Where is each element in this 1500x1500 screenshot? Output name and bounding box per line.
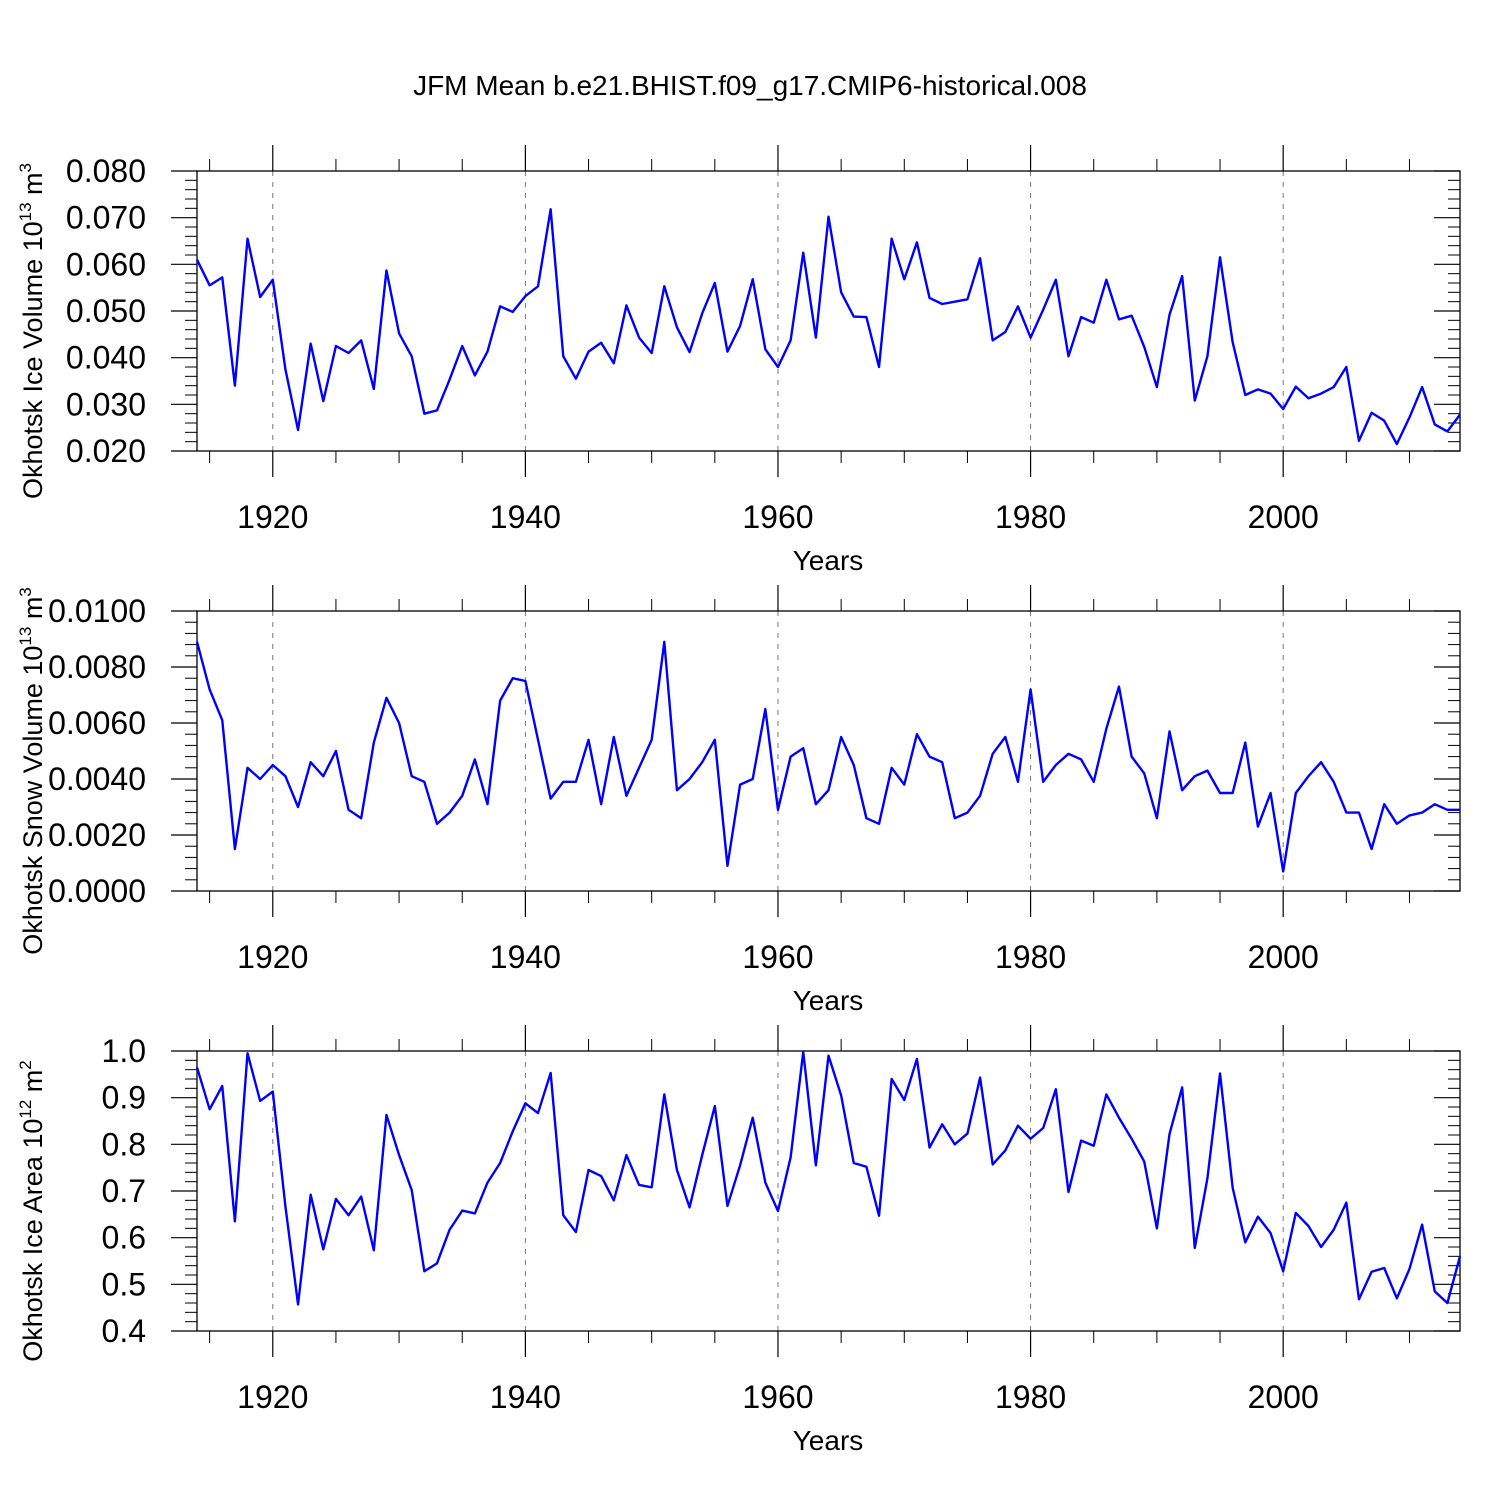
figure-title: JFM Mean b.e21.BHIST.f09_g17.CMIP6-histo… — [413, 70, 1087, 101]
y-axis-label: Okhotsk Ice Volume 1013 m3 — [16, 163, 48, 499]
y-tick-label: 0.070 — [66, 200, 146, 236]
y-tick-label: 0.020 — [66, 433, 146, 469]
chart-panel-2: 1920 1940 1960 1980 2000 Years 0.0000 0.0020 0.0… — [16, 585, 1461, 1016]
x-tick-label: 1960 — [742, 939, 813, 975]
x-tick-label: 2000 — [1248, 1379, 1319, 1415]
x-tick-label: 1940 — [490, 1379, 561, 1415]
x-axis-label: Years — [793, 1425, 864, 1456]
y-tick-label: 0.0080 — [48, 649, 146, 685]
y-axis-label: Okhotsk Ice Area 1012 m2 — [16, 1060, 48, 1362]
x-tick-label: 1980 — [995, 499, 1066, 535]
plot-frame — [196, 170, 1461, 452]
x-tick-label: 1920 — [237, 499, 308, 535]
y-tick-label: 0.6 — [102, 1220, 146, 1256]
y-tick-label: 0.5 — [102, 1266, 146, 1302]
chart-panel-1: 1920 1940 1960 1980 2000 Years 0.020 0.030 0.040… — [16, 145, 1461, 576]
x-tick-label: 2000 — [1248, 499, 1319, 535]
y-tick-label: 0.4 — [102, 1313, 146, 1349]
y-tick-label: 0.8 — [102, 1126, 146, 1162]
series-line — [195, 208, 1461, 446]
y-tick-label: 0.060 — [66, 246, 146, 282]
y-tick-label: 0.0020 — [48, 817, 146, 853]
plot-frame — [196, 610, 1461, 892]
y-tick-label: 0.7 — [102, 1173, 146, 1209]
chart-panel-3: 1920 1940 1960 1980 2000 Years 0.4 0.5 0.6 0.7 0.8… — [16, 1025, 1462, 1456]
x-tick-label: 1920 — [237, 939, 308, 975]
x-tick-label: 1980 — [995, 939, 1066, 975]
plot-frame — [196, 1050, 1461, 1332]
y-tick-label: 0.080 — [66, 153, 146, 189]
y-tick-label: 0.050 — [66, 293, 146, 329]
x-tick-label: 1940 — [490, 939, 561, 975]
x-tick-label: 1960 — [742, 1379, 813, 1415]
x-axis-label: Years — [793, 985, 864, 1016]
y-tick-label: 0.040 — [66, 340, 146, 376]
x-tick-label: 1940 — [490, 499, 561, 535]
y-tick-label: 0.0000 — [48, 873, 146, 909]
x-tick-label: 1920 — [237, 1379, 308, 1415]
y-tick-label: 0.0060 — [48, 705, 146, 741]
y-tick-label: 0.030 — [66, 386, 146, 422]
x-tick-label: 1980 — [995, 1379, 1066, 1415]
y-tick-label: 1.0 — [102, 1033, 146, 1069]
x-tick-label: 2000 — [1248, 939, 1319, 975]
y-axis-label: Okhotsk Snow Volume 1013 m3 — [16, 587, 48, 955]
series-line — [195, 640, 1460, 873]
x-tick-label: 1960 — [742, 499, 813, 535]
y-tick-label: 0.9 — [102, 1080, 146, 1116]
series-line — [195, 1050, 1462, 1306]
y-tick-label: 0.0100 — [48, 593, 146, 629]
y-tick-label: 0.0040 — [48, 761, 146, 797]
x-axis-label: Years — [793, 545, 864, 576]
